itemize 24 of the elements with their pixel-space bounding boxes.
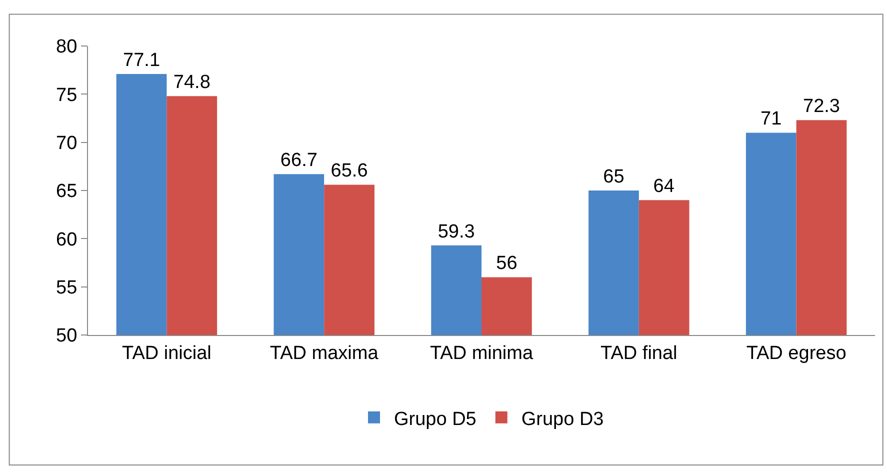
data-label: 59.3: [438, 221, 475, 242]
x-tick-label: TAD maxima: [270, 342, 379, 364]
legend-label: Grupo D3: [521, 408, 604, 430]
legend-label: Grupo D5: [394, 408, 476, 430]
x-tick-label: TAD minima: [430, 342, 534, 364]
y-tick-label: 75: [56, 84, 78, 106]
data-label: 72.3: [802, 96, 840, 118]
data-label: 77.1: [123, 50, 160, 71]
x-tick-label: TAD final: [600, 342, 678, 364]
x-tick-label: TAD inicial: [122, 342, 212, 364]
data-label: 66.7: [280, 150, 318, 172]
y-tick-label: 65: [56, 181, 78, 202]
y-tick-label: 60: [56, 229, 78, 250]
data-label: 71: [760, 108, 782, 130]
data-label: 56: [496, 253, 518, 274]
data-label: 74.8: [173, 72, 210, 94]
y-tick-label: 50: [56, 326, 78, 347]
y-tick-label: 70: [56, 132, 78, 154]
x-tick-label: TAD egreso: [746, 342, 846, 364]
data-label: 65: [603, 166, 624, 188]
data-label: 64: [653, 176, 675, 198]
data-label: 65.6: [330, 160, 368, 182]
y-tick-label: 80: [56, 36, 78, 58]
y-tick-label: 55: [56, 277, 78, 298]
